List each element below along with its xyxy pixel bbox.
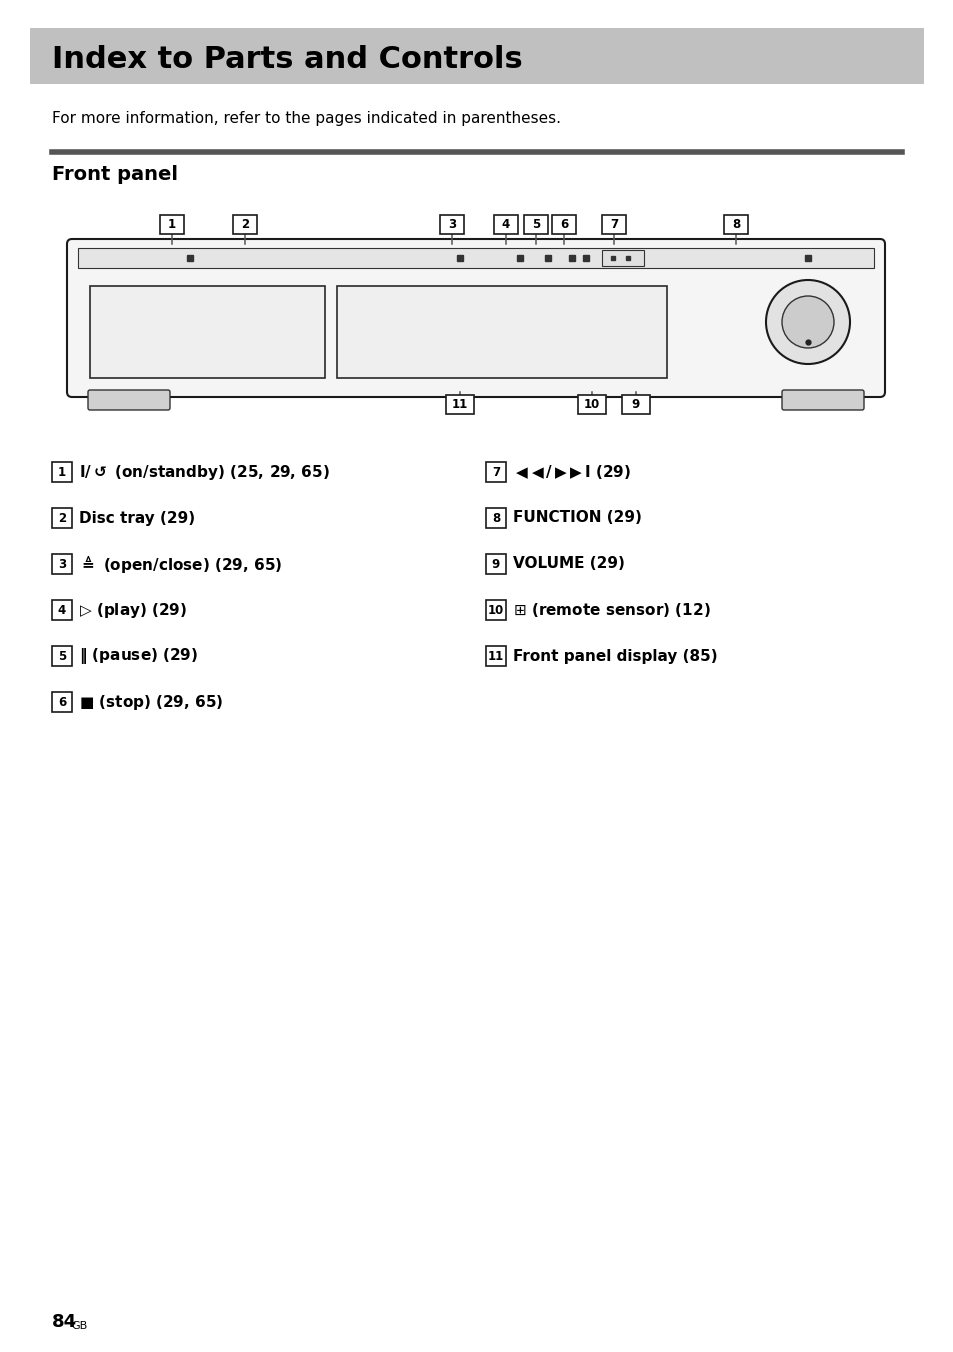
Text: 11: 11 [452, 397, 468, 411]
Bar [78, 247, 873, 268]
Text: $\bf{\triangleq}$ (open/close) (29, 65): $\bf{\triangleq}$ (open/close) (29, 65) [79, 553, 282, 575]
Bar [336, 287, 666, 379]
Text: GB: GB [71, 1321, 87, 1330]
FancyBboxPatch shape [781, 389, 863, 410]
Text: 8: 8 [731, 218, 740, 230]
Text: FUNCTION (29): FUNCTION (29) [513, 511, 641, 526]
Bar [601, 250, 643, 266]
Bar [90, 287, 325, 379]
Bar [446, 395, 474, 414]
Text: 10: 10 [583, 397, 599, 411]
Bar [485, 508, 505, 529]
Text: 2: 2 [241, 218, 249, 230]
Text: 6: 6 [559, 218, 568, 230]
Text: 6: 6 [58, 695, 66, 708]
Bar [601, 215, 625, 234]
Text: 3: 3 [58, 557, 66, 571]
Text: 2: 2 [58, 511, 66, 525]
Text: 4: 4 [501, 218, 510, 230]
Text: $\bf{\blacksquare}$ (stop) (29, 65): $\bf{\blacksquare}$ (stop) (29, 65) [79, 692, 223, 711]
Bar [494, 215, 517, 234]
Text: 9: 9 [492, 557, 499, 571]
Bar [578, 395, 605, 414]
Bar [485, 554, 505, 575]
Circle shape [765, 280, 849, 364]
FancyBboxPatch shape [67, 239, 884, 397]
Bar [485, 600, 505, 621]
Text: 5: 5 [58, 649, 66, 662]
Text: $\bf{\triangleright}$ (play) (29): $\bf{\triangleright}$ (play) (29) [79, 600, 187, 619]
Text: 3: 3 [448, 218, 456, 230]
Text: Front panel display (85): Front panel display (85) [513, 649, 717, 664]
Text: 8: 8 [492, 511, 499, 525]
Text: 7: 7 [609, 218, 618, 230]
Text: 10: 10 [487, 603, 503, 617]
Circle shape [781, 296, 833, 347]
Text: $\blacktriangleleft\!\blacktriangleleft$/$\blacktriangleright\!\blacktrianglerig: $\blacktriangleleft\!\blacktriangleleft$… [513, 462, 630, 481]
Bar [552, 215, 576, 234]
Bar [52, 508, 71, 529]
Bar [52, 692, 71, 713]
Bar [523, 215, 547, 234]
Bar [723, 215, 747, 234]
Bar [52, 600, 71, 621]
Text: 5: 5 [532, 218, 539, 230]
Text: I/$\bf{\circlearrowleft}$ (on/standby) (25, 29, 65): I/$\bf{\circlearrowleft}$ (on/standby) (… [79, 462, 330, 481]
Bar [233, 215, 256, 234]
Text: VOLUME (29): VOLUME (29) [513, 557, 624, 572]
Text: 84: 84 [52, 1313, 77, 1330]
Text: Front panel: Front panel [52, 165, 178, 184]
Text: For more information, refer to the pages indicated in parentheses.: For more information, refer to the pages… [52, 111, 560, 127]
Text: $\bf{\Vert}$ (pause) (29): $\bf{\Vert}$ (pause) (29) [79, 646, 198, 667]
Bar [30, 28, 923, 84]
Bar [52, 462, 71, 483]
Bar [485, 462, 505, 483]
Bar [439, 215, 463, 234]
Text: 1: 1 [168, 218, 176, 230]
Bar [52, 554, 71, 575]
Text: 1: 1 [58, 465, 66, 479]
Text: 11: 11 [487, 649, 503, 662]
Bar [485, 646, 505, 667]
Text: $\boxplus$ (remote sensor) (12): $\boxplus$ (remote sensor) (12) [513, 602, 710, 619]
Bar [52, 646, 71, 667]
Bar [160, 215, 184, 234]
Text: Disc tray (29): Disc tray (29) [79, 511, 195, 526]
Text: 7: 7 [492, 465, 499, 479]
Text: 9: 9 [631, 397, 639, 411]
Bar [621, 395, 649, 414]
FancyBboxPatch shape [88, 389, 170, 410]
Text: 4: 4 [58, 603, 66, 617]
Text: Index to Parts and Controls: Index to Parts and Controls [52, 45, 522, 73]
